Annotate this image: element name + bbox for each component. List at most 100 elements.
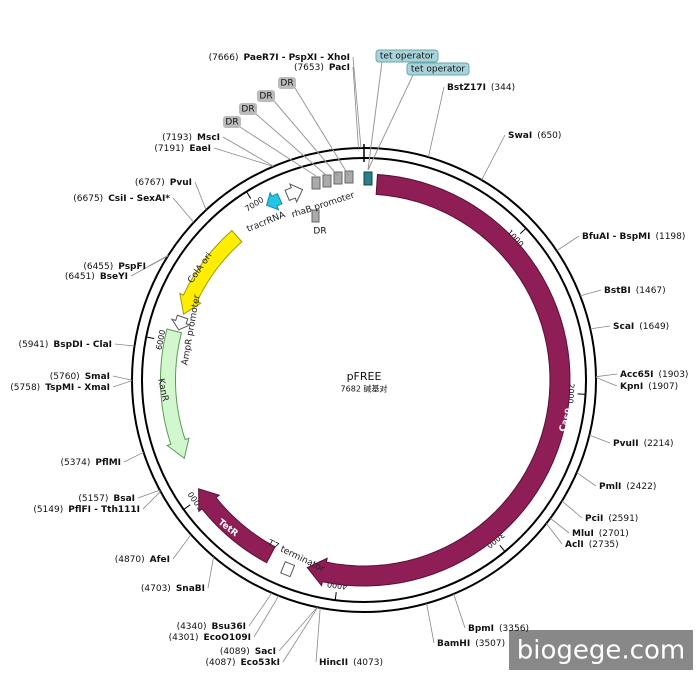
site-name: AclI bbox=[565, 540, 584, 550]
site-label: Acc65I (1903) bbox=[620, 370, 688, 380]
site-name: PaeR7I - PspXI - XhoI bbox=[244, 53, 350, 63]
site-leader bbox=[315, 607, 321, 663]
site-position: (7653) bbox=[294, 63, 324, 73]
site-name: HincII bbox=[319, 658, 348, 668]
site-leader bbox=[282, 607, 318, 663]
plasmid-name: pFREE bbox=[347, 370, 382, 383]
site-leader bbox=[550, 517, 570, 534]
site-name: EaeI bbox=[189, 144, 211, 154]
dr-tag bbox=[257, 90, 275, 102]
dr-label: DR bbox=[225, 118, 238, 128]
site-name: MluI bbox=[572, 529, 594, 539]
operator-leader bbox=[367, 74, 414, 171]
site-name: PciI bbox=[585, 514, 603, 524]
site-label: (4301) EcoO109I bbox=[169, 633, 251, 643]
site-label: (6451) BseYI bbox=[65, 272, 128, 282]
kanr-arrow bbox=[160, 328, 190, 460]
site-label: AclI (2735) bbox=[565, 540, 619, 550]
dr-leader bbox=[273, 100, 339, 177]
dr-tag bbox=[223, 116, 241, 128]
site-name: BamHI bbox=[437, 639, 470, 649]
site-label: ScaI (1649) bbox=[613, 322, 669, 332]
site-name: PvuII bbox=[613, 439, 639, 449]
site-leader bbox=[213, 147, 274, 167]
site-label: (4340) Bsu36I bbox=[177, 622, 246, 632]
site-leader bbox=[172, 197, 195, 223]
tick-mark bbox=[519, 227, 527, 235]
site-position: (6455) bbox=[83, 262, 113, 272]
site-leader bbox=[194, 181, 207, 211]
t7-terminator bbox=[280, 561, 296, 578]
site-label: (5149) PflFI - Tth111I bbox=[33, 505, 140, 515]
site-position: (1198) bbox=[655, 232, 685, 242]
dr-label: DR bbox=[313, 227, 326, 237]
site-leader bbox=[148, 254, 169, 267]
site-position: (1649) bbox=[639, 322, 669, 332]
site-label: SwaI (650) bbox=[508, 131, 561, 141]
site-name: SacI bbox=[255, 647, 276, 657]
site-label: (6455) PspFI bbox=[83, 262, 146, 272]
site-position: (5157) bbox=[78, 494, 108, 504]
site-leader bbox=[580, 289, 602, 297]
site-position: (2214) bbox=[644, 439, 674, 449]
site-position: (344) bbox=[491, 83, 515, 93]
site-label: (6675) CsiI - SexAI* bbox=[73, 194, 170, 204]
site-label: (7666) PaeR7I - PspXI - XhoI bbox=[209, 53, 350, 63]
site-position: (4073) bbox=[353, 658, 383, 668]
cas9-arrow bbox=[306, 173, 571, 587]
site-leader bbox=[556, 235, 580, 252]
site-leader bbox=[172, 534, 192, 560]
site-position: (650) bbox=[537, 131, 561, 141]
operator-tag bbox=[406, 62, 470, 76]
site-name: BspDI - ClaI bbox=[53, 340, 112, 350]
ampr-promoter-arrow bbox=[170, 314, 192, 331]
site-leader bbox=[428, 86, 445, 158]
site-leader bbox=[123, 451, 144, 463]
operator-tag bbox=[375, 49, 439, 63]
dr-box bbox=[322, 174, 332, 188]
site-label: HincII (4073) bbox=[319, 658, 383, 668]
site-label: MluI (2701) bbox=[572, 529, 629, 539]
watermark: biogege.com bbox=[517, 636, 685, 666]
tick-mark bbox=[577, 393, 586, 395]
site-position: (7191) bbox=[154, 144, 184, 154]
site-label: (5941) BspDI - ClaI bbox=[18, 340, 112, 350]
site-name: SnaBI bbox=[176, 584, 205, 594]
site-leader bbox=[278, 606, 318, 652]
site-label: BamHI (3507) bbox=[437, 639, 505, 649]
tick-label: 4000 bbox=[326, 579, 347, 591]
site-name: EcoO109I bbox=[204, 633, 251, 643]
site-label: (5760) SmaI bbox=[50, 372, 110, 382]
site-leader bbox=[142, 491, 161, 510]
site-position: (1467) bbox=[636, 286, 666, 296]
site-leader bbox=[114, 343, 135, 347]
site-name: BpmI bbox=[468, 624, 494, 634]
site-position: (4087) bbox=[206, 658, 236, 668]
site-position: (6451) bbox=[65, 272, 95, 282]
site-label: (7191) EaeI bbox=[154, 144, 211, 154]
site-name: BsaI bbox=[113, 494, 135, 504]
dr-leader bbox=[239, 126, 317, 177]
site-name: Eco53kI bbox=[240, 658, 280, 668]
site-name: KpnI bbox=[620, 382, 643, 392]
site-leader bbox=[481, 134, 506, 181]
dr-box bbox=[311, 176, 321, 190]
site-position: (4703) bbox=[141, 584, 171, 594]
tetr-arrow bbox=[198, 488, 276, 564]
feature-label: tracrRNA bbox=[246, 210, 288, 235]
site-label: PciI (2591) bbox=[585, 514, 638, 524]
tick-mark bbox=[334, 592, 337, 601]
site-name: SwaI bbox=[508, 131, 532, 141]
dr-box bbox=[333, 171, 343, 185]
dr-tag bbox=[278, 77, 296, 89]
site-position: (4870) bbox=[115, 555, 145, 565]
site-name: TspMI - XmaI bbox=[45, 383, 110, 393]
plasmid-size: 7682 碱基对 bbox=[341, 384, 388, 394]
site-name: ScaI bbox=[613, 322, 634, 332]
dr-label: DR bbox=[259, 92, 272, 102]
site-label: (4087) Eco53kI bbox=[206, 658, 280, 668]
site-position: (1903) bbox=[659, 370, 689, 380]
site-position: (4301) bbox=[169, 633, 199, 643]
